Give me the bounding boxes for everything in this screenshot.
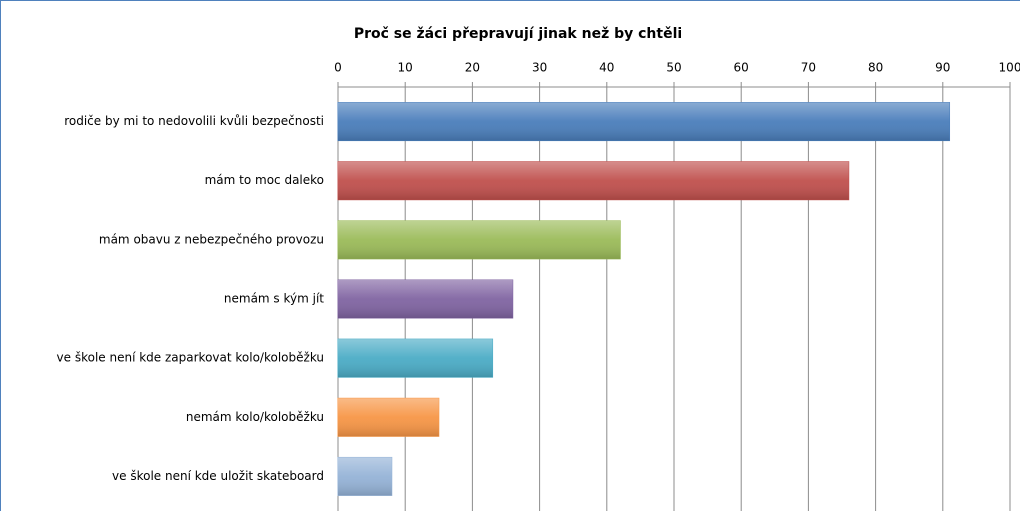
x-tick-label: 90: [935, 61, 950, 75]
x-tick-label: 80: [868, 61, 883, 75]
bar-shine: [338, 457, 392, 496]
bar-shine: [338, 102, 950, 141]
x-tick-label: 40: [599, 61, 614, 75]
y-tick-label: rodiče by mi to nedovolili kvůli bezpečn…: [64, 114, 324, 128]
y-tick-label: nemám kolo/koloběžku: [186, 410, 324, 424]
x-tick-label: 100: [999, 61, 1020, 75]
x-tick-label: 20: [465, 61, 480, 75]
y-tick-label: mám to moc daleko: [205, 173, 324, 187]
y-tick-label: ve škole není kde uložit skateboard: [112, 469, 324, 483]
x-tick-label: 0: [334, 61, 342, 75]
x-tick-label: 70: [801, 61, 816, 75]
bar-shine: [338, 398, 439, 437]
bar-shine: [338, 280, 513, 318]
x-tick-label: 60: [734, 61, 749, 75]
bar-shine: [338, 220, 621, 259]
y-tick-label: ve škole není kde zaparkovat kolo/kolobě…: [57, 351, 324, 365]
chart-title: Proč se žáci přepravují jinak než by cht…: [354, 26, 682, 42]
y-tick-label: mám obavu z nebezpečného provozu: [99, 232, 324, 246]
bar-shine: [338, 339, 493, 378]
x-tick-label: 50: [666, 61, 681, 75]
bar-shine: [338, 161, 849, 200]
x-tick-label: 10: [398, 61, 413, 75]
y-tick-label: nemám s kým jít: [224, 292, 324, 306]
x-tick-label: 30: [532, 61, 547, 75]
